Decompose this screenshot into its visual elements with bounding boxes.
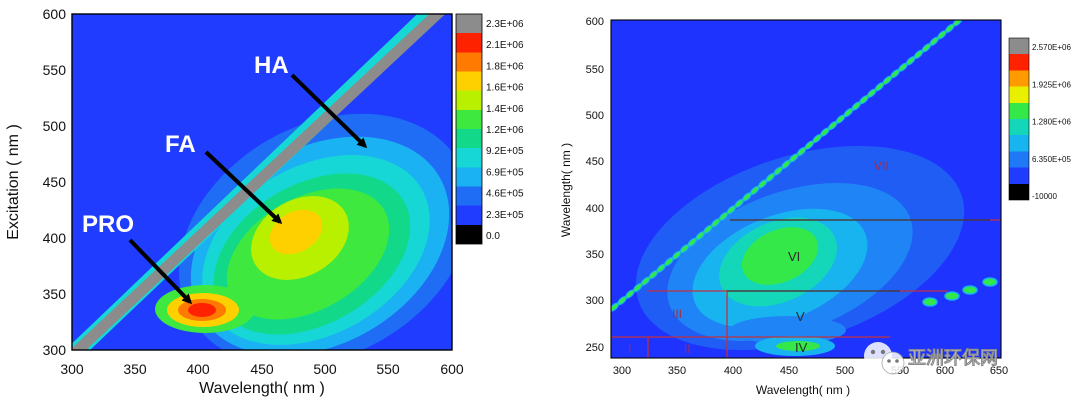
colorbar-left: 2.3E+06 2.1E+06 1.8E+06 1.6E+06 1.4E+06 1.2E+… — [455, 13, 524, 245]
colorbar-tick-label: 1.8E+06 — [486, 61, 524, 72]
x-tick-label: 300 — [613, 365, 631, 377]
colorbar-tick-label: 2.3E+05 — [486, 210, 524, 221]
region-label-iv: IV — [795, 340, 808, 355]
second-order-scatter — [962, 285, 978, 295]
rayleigh-band — [72, 14, 446, 350]
region-label-vi: VI — [788, 249, 800, 264]
x-tick-label: 400 — [724, 365, 742, 377]
region-label-iii: III — [672, 307, 682, 321]
colorbar-tick-label: 2.1E+06 — [486, 40, 524, 51]
y-tick-label: 400 — [43, 230, 67, 246]
pro-peak-core — [188, 303, 216, 317]
annotation-ha: HA — [254, 52, 289, 79]
colorbar-tick-label: 1.4E+06 — [486, 104, 524, 115]
x-tick-label: 450 — [780, 365, 798, 377]
x-tick-label: 600 — [936, 365, 954, 377]
y-tick-label: 500 — [586, 110, 604, 122]
colorbar-tick-label: 1.2E+06 — [486, 125, 524, 136]
watermark-text: 亚洲环保网 — [908, 347, 998, 368]
chart-left: 300 350 400 450 500 550 600 Wavelength( … — [5, 6, 524, 397]
x-axis-title-right: Wavelength( nm ) — [756, 383, 850, 397]
plot-area-left — [72, 14, 452, 350]
x-tick-label: 500 — [313, 361, 337, 377]
y-tick-label: 300 — [586, 295, 604, 307]
colorbar-tick-label: 1.6E+06 — [486, 83, 524, 94]
rayleigh-scatter-right — [611, 10, 998, 312]
plot-frame-left — [71, 13, 453, 351]
x-tick-label: 600 — [440, 361, 464, 377]
x-tick-label: 550 — [376, 361, 400, 377]
y-tick-label: 400 — [586, 203, 604, 215]
arrow-fa — [204, 150, 283, 225]
y-tick-label: 600 — [43, 6, 67, 22]
second-order-scatter — [922, 297, 938, 307]
y-tick-label: 550 — [586, 64, 604, 76]
colorbar-right: 2.570E+06 1.925E+06 1.280E+06 6.350E+05 -100… — [1008, 37, 1071, 201]
annotation-pro: PRO — [82, 211, 134, 238]
y-tick-label: 350 — [586, 249, 604, 261]
colorbar-tick-label: 6.9E+05 — [486, 167, 524, 178]
region-dividers-dark — [727, 219, 990, 292]
x-tick-label: 450 — [250, 361, 274, 377]
x-axis-right: 300 350 400 450 500 550 600 650 Waveleng… — [613, 365, 1008, 397]
y-tick-label: 350 — [43, 286, 67, 302]
y-axis-left: 300 350 400 450 500 550 600 Excitation (… — [5, 6, 66, 358]
y-tick-label: 550 — [43, 62, 67, 78]
wechat-logo-icon — [864, 342, 905, 375]
region-label-v: V — [796, 309, 805, 324]
y-tick-label: 450 — [586, 156, 604, 168]
y-axis-right: 250 300 350 400 450 500 550 600 Waveleng… — [559, 16, 604, 354]
x-tick-label: 500 — [836, 365, 854, 377]
rayleigh-dash — [960, 10, 971, 21]
region-label-i: I — [628, 342, 631, 356]
y-tick-label: 300 — [43, 342, 67, 358]
colorbar-tick-label: 6.350E+05 — [1032, 155, 1071, 164]
y-axis-title-right: Wavelength( nm ) — [559, 143, 573, 237]
region-labels: I II III IV V VI VII — [628, 159, 889, 356]
x-axis-title-left: Wavelength( nm ) — [199, 380, 325, 397]
plot-frame-right — [610, 19, 1002, 359]
arrow-ha — [290, 73, 368, 149]
y-tick-label: 600 — [586, 16, 604, 28]
colorbar-tick-label: 4.6E+05 — [486, 189, 524, 200]
chart-right: I II III IV V VI VII 300 350 400 450 500… — [559, 10, 1071, 397]
x-tick-label: 350 — [668, 365, 686, 377]
colorbar-ticks-left: 2.3E+06 2.1E+06 1.8E+06 1.6E+06 1.4E+06 1.2E+… — [486, 19, 524, 242]
second-order-scatter — [944, 291, 960, 301]
annotation-fa: FA — [165, 131, 196, 158]
colorbar-tick-label: -10000 — [1032, 192, 1057, 201]
region-label-vii: VII — [874, 159, 889, 173]
contour-r-level-8 — [776, 341, 820, 351]
x-tick-label: 300 — [60, 361, 84, 377]
y-tick-label: 450 — [43, 174, 67, 190]
colorbar-tick-label: 1.280E+06 — [1032, 118, 1071, 127]
colorbar-tick-label: 9.2E+05 — [486, 146, 524, 157]
colorbar-tick-label: 2.570E+06 — [1032, 43, 1071, 52]
y-tick-label: 250 — [586, 342, 604, 354]
colorbar-tick-label: 0.0 — [486, 231, 500, 242]
x-tick-label: 400 — [186, 361, 210, 377]
plot-area-right: I II III IV V VI VII — [611, 10, 1001, 358]
fluorescence-contours-right — [635, 145, 965, 356]
x-tick-label: 350 — [123, 361, 147, 377]
colorbar-tick-label: 1.925E+06 — [1032, 80, 1071, 89]
contour-r-level-5 — [741, 227, 819, 285]
y-axis-title-left: Excitation ( nm ) — [5, 124, 22, 240]
colorbar-swatches-left — [455, 13, 483, 245]
colorbar-swatches-right — [1008, 37, 1030, 201]
contour-level-7 — [269, 209, 323, 255]
annotations-left: HA FA PRO — [82, 52, 368, 305]
region-label-ii: II — [684, 342, 691, 356]
colorbar-tick-label: 2.3E+06 — [486, 19, 524, 30]
y-tick-label: 500 — [43, 118, 67, 134]
x-tick-label: 650 — [990, 365, 1008, 377]
colorbar-ticks-right: 2.570E+06 1.925E+06 1.280E+06 6.350E+05 -100… — [1032, 43, 1071, 201]
watermark: 亚洲环保网 — [864, 342, 998, 375]
second-order-scatter — [982, 277, 998, 287]
x-axis-left: 300 350 400 450 500 550 600 Wavelength( … — [60, 361, 464, 397]
arrow-pro — [128, 238, 193, 305]
